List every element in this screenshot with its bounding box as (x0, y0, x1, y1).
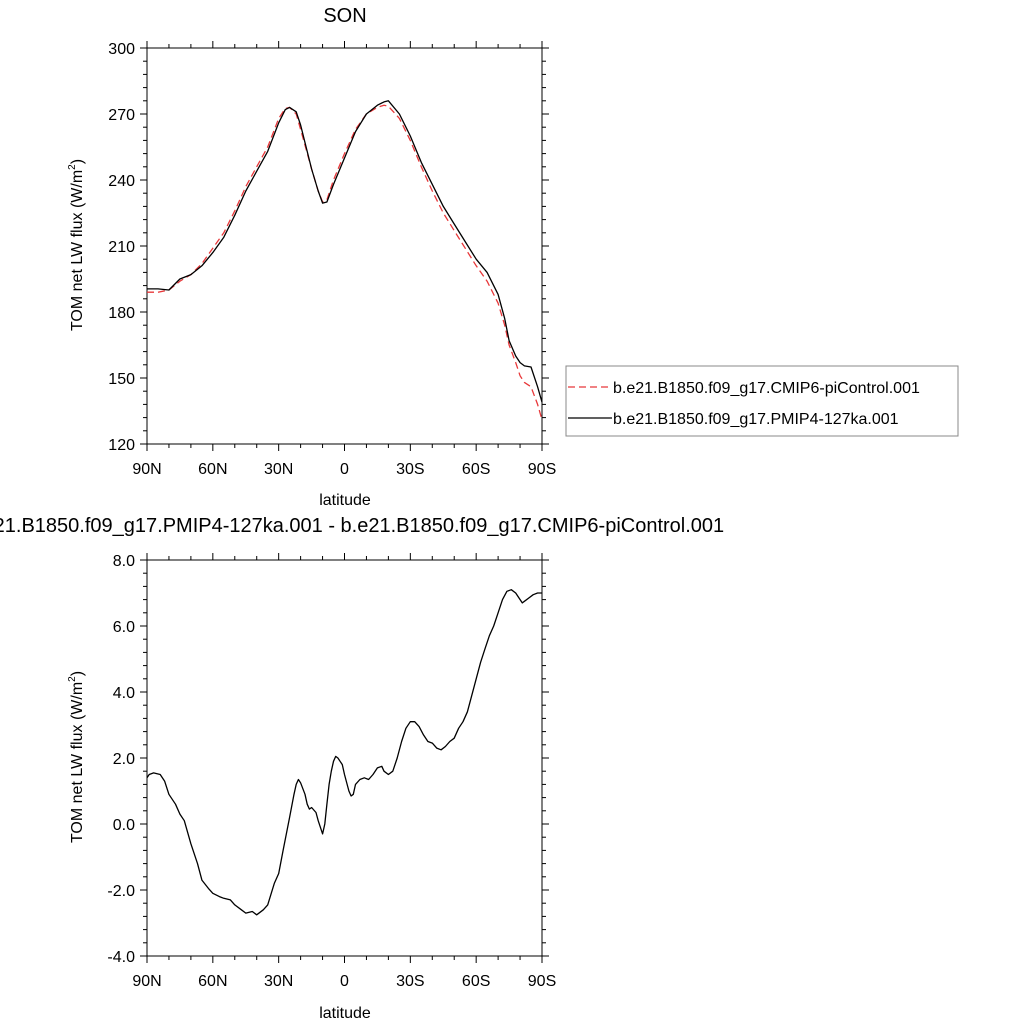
top-chart-xtick-label: 60S (462, 461, 490, 478)
bottom-chart: b.e21.B1850.f09_g17.PMIP4-127ka.001 - b.… (0, 515, 724, 1022)
bottom-chart-xtick-label: 60S (462, 973, 490, 990)
top-chart-xtick-label: 60N (198, 461, 227, 478)
legend: b.e21.B1850.f09_g17.CMIP6-piControl.001 … (565, 365, 959, 437)
bottom-chart-ytick-label: -2.0 (107, 883, 135, 900)
legend-label-127ka: b.e21.B1850.f09_g17.PMIP4-127ka.001 (613, 411, 899, 428)
bottom-chart-xtick-label: 30S (396, 973, 424, 990)
bottom-plot-area: 90N 60N 30N 0 30S 60S 90S -4.0 -2.0 0.0 2.0 4.0 6.0 8… (107, 553, 556, 990)
top-chart-xlabel: latitude (319, 492, 371, 509)
bottom-chart-xlabel: latitude (319, 1005, 371, 1022)
bottom-chart-xtick-label: 90S (528, 973, 556, 990)
bottom-chart-ytick-label: 0.0 (113, 817, 135, 834)
bottom-chart-ytick-label: 8.0 (113, 553, 135, 570)
bottom-chart-ylabel: TOM net LW flux (W/m2) (67, 671, 86, 843)
bottom-chart-xtick-label: 60N (198, 973, 227, 990)
bottom-chart-xtick-label: 90N (132, 973, 161, 990)
top-chart-xtick-label: 0 (340, 461, 349, 478)
top-chart-xtick-label: 90N (132, 461, 161, 478)
top-chart-series-line-0 (147, 104, 543, 420)
top-chart-ytick-label: 270 (108, 107, 135, 124)
bottom-chart-ytick-label: 2.0 (113, 751, 135, 768)
top-chart-xtick-label: 30S (396, 461, 424, 478)
top-chart-ytick-label: 300 (108, 41, 135, 58)
top-chart-xtick-label: 30N (264, 461, 293, 478)
bottom-chart-frame (146, 559, 543, 957)
top-chart-ytick-label: 150 (108, 371, 135, 388)
bottom-chart-series-line-0 (146, 589, 542, 916)
bottom-chart-title: b.e21.B1850.f09_g17.PMIP4-127ka.001 - b.… (0, 515, 724, 537)
top-chart-ytick-label: 120 (108, 437, 135, 454)
bottom-chart-ytick-label: 6.0 (113, 619, 135, 636)
top-chart: SON 90N 60N 30N 0 30S 60S 90S 120 150 180 210 240 27… (67, 5, 556, 509)
legend-box (565, 365, 959, 437)
top-chart-ytick-label: 180 (108, 305, 135, 322)
top-plot-area: 90N 60N 30N 0 30S 60S 90S 120 150 180 210 240 270 300 (108, 41, 556, 478)
bottom-chart-ytick-label: 4.0 (113, 685, 135, 702)
bottom-chart-xtick-label: 0 (340, 973, 349, 990)
top-chart-frame (146, 47, 543, 445)
top-chart-title: SON (323, 5, 366, 27)
top-chart-ylabel: TOM net LW flux (W/m2) (67, 159, 86, 331)
bottom-chart-ytick-label: -4.0 (107, 949, 135, 966)
top-chart-ytick-label: 240 (108, 173, 135, 190)
top-chart-ytick-label: 210 (108, 239, 135, 256)
top-chart-xtick-label: 90S (528, 461, 556, 478)
top-chart-series-line-1 (147, 100, 543, 403)
legend-label-picontrol: b.e21.B1850.f09_g17.CMIP6-piControl.001 (613, 380, 920, 397)
bottom-chart-xtick-label: 30N (264, 973, 293, 990)
